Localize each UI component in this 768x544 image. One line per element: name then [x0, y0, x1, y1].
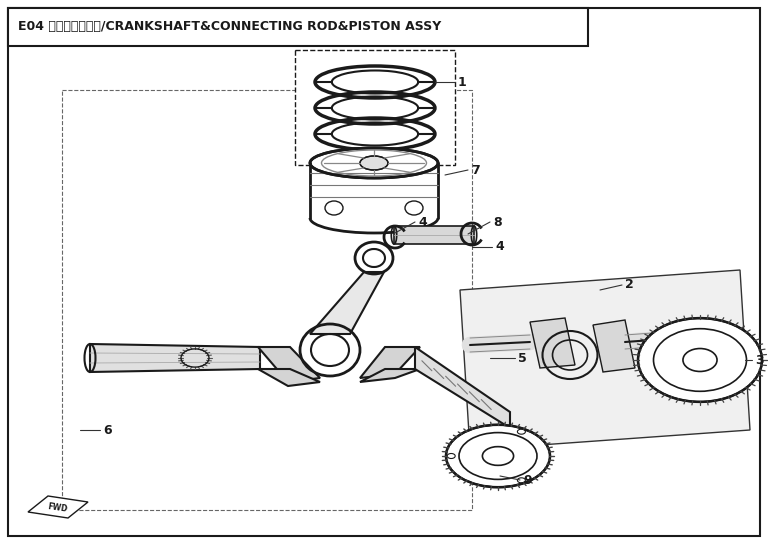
Ellipse shape — [446, 425, 550, 487]
Polygon shape — [360, 347, 420, 378]
Text: 2: 2 — [625, 279, 634, 292]
Text: 7: 7 — [471, 164, 480, 176]
Bar — [394, 226, 474, 244]
Polygon shape — [415, 347, 510, 428]
Polygon shape — [593, 320, 635, 372]
Polygon shape — [258, 369, 320, 386]
Polygon shape — [460, 270, 750, 450]
Text: 3: 3 — [755, 354, 763, 367]
Text: 6: 6 — [103, 423, 111, 436]
Polygon shape — [258, 347, 320, 382]
Ellipse shape — [310, 148, 438, 178]
Text: 8: 8 — [493, 215, 502, 228]
Text: E04 曲柄连杆活塞组/CRANKSHAFT&CONNECTING ROD&PISTON ASSY: E04 曲柄连杆活塞组/CRANKSHAFT&CONNECTING ROD&PI… — [18, 21, 442, 34]
Polygon shape — [360, 369, 420, 382]
Polygon shape — [310, 272, 384, 334]
Ellipse shape — [325, 201, 343, 215]
Ellipse shape — [638, 318, 762, 402]
Bar — [62, 90, 472, 510]
Bar — [295, 50, 455, 165]
Polygon shape — [530, 318, 575, 368]
Polygon shape — [90, 344, 260, 372]
Polygon shape — [28, 496, 88, 518]
Text: 4: 4 — [495, 240, 504, 254]
Ellipse shape — [405, 201, 423, 215]
Ellipse shape — [360, 156, 388, 170]
Text: 5: 5 — [518, 351, 527, 364]
Text: 4: 4 — [418, 215, 427, 228]
Text: FWD: FWD — [48, 502, 68, 514]
Text: 9: 9 — [523, 473, 531, 486]
Bar — [8, 8, 588, 46]
Text: 1: 1 — [458, 76, 467, 89]
